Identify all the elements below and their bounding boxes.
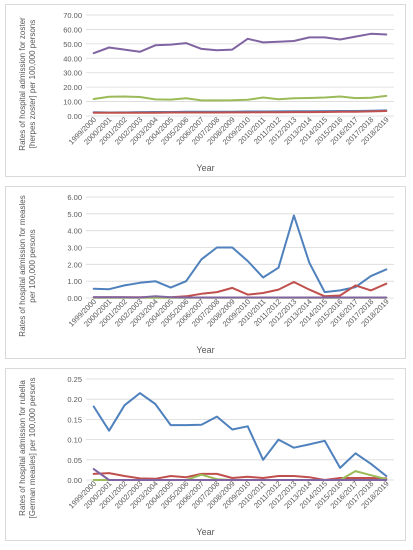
zoster-series-line-1 xyxy=(92,32,388,55)
zoster-y-axis-title-box: Rates of hospital admission for zoster [… xyxy=(8,9,48,159)
measles-series-line-4 xyxy=(92,295,388,299)
zoster-series-line-4 xyxy=(92,110,388,114)
zoster-y-tick-label: 40.00 xyxy=(63,54,82,63)
measles-y-tick-label: 1.00 xyxy=(67,277,82,286)
measles-series-line-1 xyxy=(92,214,388,294)
zoster-series-line-2 xyxy=(92,94,388,102)
measles-y-tick-label: 0.00 xyxy=(67,294,82,303)
zoster-x-axis-title: Year xyxy=(196,163,215,173)
measles-y-tick-label: 6.00 xyxy=(67,193,82,202)
zoster-y-tick-label: 60.00 xyxy=(63,25,82,34)
rubella-y-tick-label: 0.10 xyxy=(67,436,82,445)
measles-chart: 0.00 1.00 2.00 3.00 4.00 5.00 6.00 1999/2000 200… xyxy=(5,186,406,359)
measles-y-tick-label: 5.00 xyxy=(67,210,82,219)
measles-y-axis-title: Rates of hospital admission for measles … xyxy=(18,195,37,337)
measles-y-tick-label: 3.00 xyxy=(67,244,82,253)
zoster-chart-plot: 0.0010.0020.0030.0040.0050.0060.0070.001… xyxy=(63,11,394,146)
zoster-y-tick-label: 20.00 xyxy=(63,83,82,92)
rubella-y-tick-label: 0.20 xyxy=(67,395,82,404)
measles-x-axis-title: Year xyxy=(196,345,215,355)
measles-chart-plot: 0.001.002.003.004.005.006.001999/2000200… xyxy=(67,193,394,328)
rubella-y-tick-label: 0.00 xyxy=(67,476,82,485)
rubella-series-line-4 xyxy=(92,468,388,481)
zoster-y-tick-label: 30.00 xyxy=(63,69,82,78)
rubella-chart: 0.00 0.05 0.10 0.15 0.20 0.25 1999/2000 2000/20… xyxy=(5,368,406,541)
measles-y-axis-title-box: Rates of hospital admission for measles … xyxy=(8,191,48,341)
rubella-series-line-2 xyxy=(92,472,388,481)
rubella-chart-plot: 0.000.050.100.150.200.251999/20002000/20… xyxy=(67,375,394,510)
rubella-x-axis-title: Year xyxy=(196,527,215,537)
rubella-y-axis-title-box: Rates of hospital admission for rubella … xyxy=(8,373,48,523)
zoster-y-axis-title: Rates of hospital admission for zoster [… xyxy=(18,17,37,151)
measles-y-tick-label: 2.00 xyxy=(67,260,82,269)
rubella-y-tick-label: 0.15 xyxy=(67,415,82,424)
rubella-y-axis-title: Rates of hospital admission for rubella … xyxy=(18,377,37,519)
rubella-y-tick-label: 0.05 xyxy=(67,456,82,465)
zoster-y-tick-label: 0.00 xyxy=(67,112,82,121)
zoster-y-tick-label: 70.00 xyxy=(63,11,82,20)
zoster-y-tick-label: 50.00 xyxy=(63,40,82,49)
zoster-chart: 0.00 10.00 20.00 30.00 40.00 50.00 60.00 70.00 1… xyxy=(5,4,406,177)
rubella-series-line-1 xyxy=(92,392,388,477)
measles-y-tick-label: 4.00 xyxy=(67,227,82,236)
zoster-y-tick-label: 10.00 xyxy=(63,98,82,107)
rubella-y-tick-label: 0.25 xyxy=(67,375,82,384)
